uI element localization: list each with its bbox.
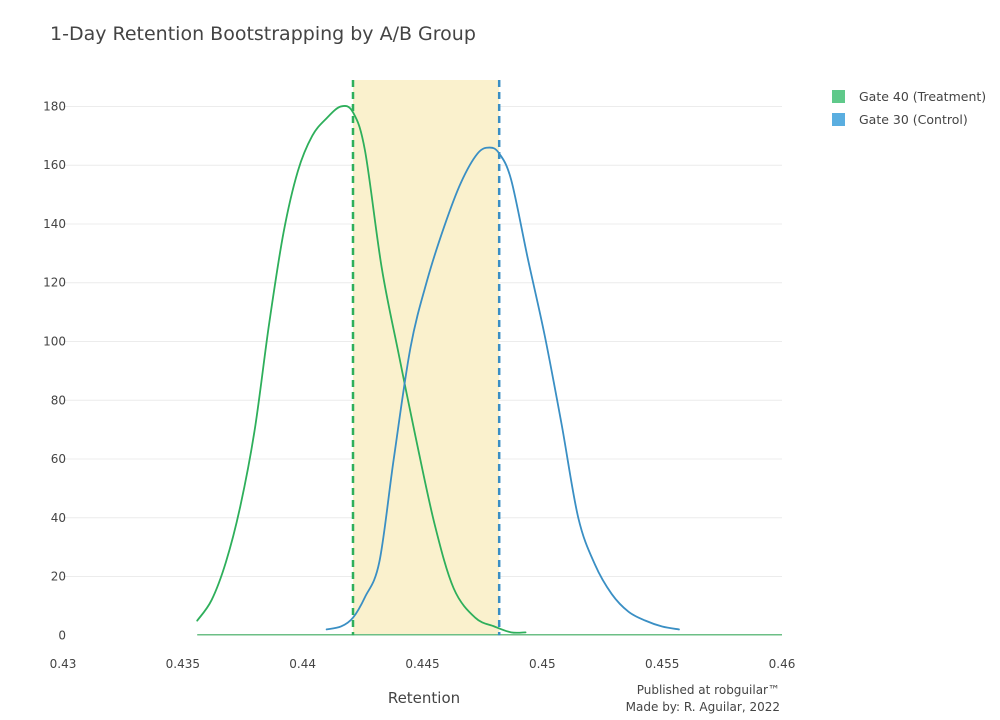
- y-tick-label: 180: [43, 99, 66, 113]
- credit-published: Published at robguilar™: [637, 683, 780, 697]
- y-tick-label: 160: [43, 158, 66, 172]
- highlight-band-layer: [352, 80, 500, 636]
- y-tick-label: 40: [51, 511, 66, 525]
- series-line-gate30: [325, 146, 680, 631]
- y-tick-label: 100: [43, 334, 66, 348]
- x-tick-label: 0.445: [405, 657, 439, 671]
- legend-item-gate30[interactable]: Gate 30 (Control): [832, 112, 968, 127]
- legend-swatch-gate40: [832, 90, 845, 103]
- x-tick-label: 0.43: [50, 657, 77, 671]
- chart-title: 1-Day Retention Bootstrapping by A/B Gro…: [50, 23, 476, 45]
- y-tick-label: 0: [58, 628, 66, 642]
- y-tick-label: 140: [43, 217, 66, 231]
- legend-item-gate40[interactable]: Gate 40 (Treatment): [832, 89, 986, 104]
- legend-label-gate30: Gate 30 (Control): [859, 112, 968, 127]
- y-tick-label: 120: [43, 276, 66, 290]
- legend-swatch-gate30: [832, 113, 845, 126]
- x-tick-label: 0.455: [645, 657, 679, 671]
- series-layer: [196, 105, 680, 634]
- y-axis-ticks: 0 20 40 60 80 100 120 140 160 180: [43, 99, 66, 642]
- legend-label-gate40: Gate 40 (Treatment): [859, 89, 986, 104]
- x-tick-label: 0.435: [166, 657, 200, 671]
- series-line-gate40: [196, 105, 527, 634]
- x-tick-label: 0.45: [529, 657, 556, 671]
- x-axis-title: Retention: [388, 689, 460, 707]
- x-tick-label: 0.44: [289, 657, 316, 671]
- confidence-band: [352, 80, 500, 636]
- x-tick-label: 0.46: [769, 657, 796, 671]
- credit-made-by: Made by: R. Aguilar, 2022: [626, 700, 780, 714]
- legend[interactable]: Gate 40 (Treatment) Gate 30 (Control): [832, 89, 986, 127]
- y-tick-label: 60: [51, 452, 66, 466]
- mean-lines-layer: [351, 80, 501, 636]
- y-tick-label: 20: [51, 570, 66, 584]
- y-tick-label: 80: [51, 393, 66, 407]
- x-axis-ticks: 0.43 0.435 0.44 0.445 0.45 0.455 0.46: [50, 657, 796, 671]
